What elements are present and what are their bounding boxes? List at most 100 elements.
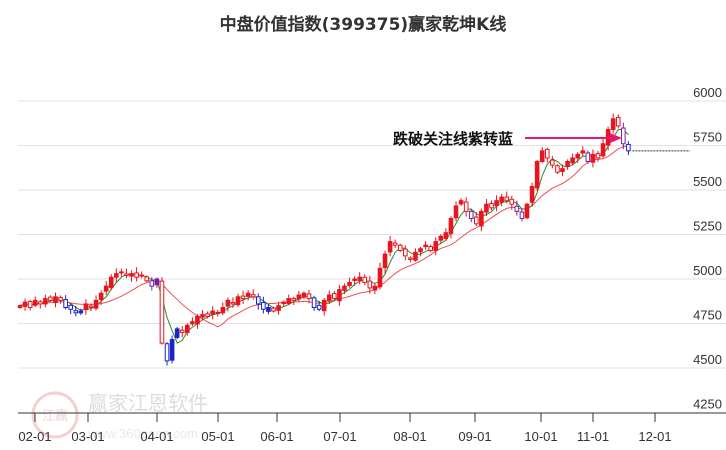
candle-body (37, 301, 43, 305)
candle-body (367, 280, 373, 289)
candle-body (590, 153, 596, 163)
candle (48, 295, 53, 303)
candle (362, 274, 368, 286)
candle-body (291, 298, 297, 301)
candle (352, 276, 357, 286)
candle (210, 306, 215, 320)
candle (296, 290, 302, 303)
candle-body (524, 203, 530, 219)
candle-body (48, 296, 53, 301)
candle (382, 250, 388, 274)
watermark-seal-text: 江赢 (42, 408, 68, 424)
candle (139, 271, 144, 279)
x-tick-label: 05-01 (201, 429, 234, 444)
candle-body (114, 273, 119, 278)
candle (570, 153, 575, 165)
x-tick-label: 04-01 (140, 429, 173, 444)
candle (124, 268, 129, 279)
chart-title: 中盘价值指数(399375)赢家乾坤K线 (219, 15, 507, 35)
candle (337, 284, 342, 306)
candle (509, 195, 515, 210)
candle (195, 314, 200, 329)
candle-body (585, 152, 591, 163)
candle-body (68, 304, 74, 310)
candle (88, 303, 94, 312)
candle-body (413, 251, 418, 261)
candle-body (154, 278, 160, 286)
x-tick-label: 09-01 (458, 429, 491, 444)
candle-body (220, 306, 226, 314)
candle-body (83, 303, 89, 311)
candle-body (504, 196, 510, 202)
candle (428, 244, 433, 253)
candle (271, 306, 276, 313)
candle (103, 280, 109, 296)
candle (250, 289, 256, 300)
candle (626, 141, 631, 155)
candle-body (494, 200, 499, 207)
candle-body (362, 276, 368, 284)
candle (489, 200, 494, 211)
candle (347, 277, 352, 288)
candle (585, 150, 591, 164)
candle-body (281, 301, 286, 305)
candle-body (519, 211, 525, 219)
candle-body (484, 203, 489, 213)
candle (332, 291, 337, 301)
candle-body (27, 300, 33, 308)
candle-body (124, 273, 129, 276)
candle (63, 295, 68, 310)
candle-body (235, 296, 241, 306)
candle (408, 256, 413, 263)
candle (119, 268, 124, 277)
candle-body (245, 292, 251, 297)
candle-body (468, 210, 474, 219)
candle-body (448, 217, 454, 234)
candle-body (595, 153, 601, 159)
candle-body (174, 328, 180, 338)
candle-body (458, 200, 464, 205)
candle (499, 193, 504, 207)
candle-body (382, 253, 388, 269)
candle (286, 294, 292, 306)
candle-body (63, 299, 68, 308)
y-tick-label: 4750 (693, 308, 722, 323)
candle (255, 293, 261, 310)
annotation-label: 跌破关注线紫转蓝 (393, 130, 513, 148)
candle-body (615, 116, 621, 127)
candle (93, 295, 99, 311)
x-tick-label: 08-01 (393, 429, 426, 444)
candle-body (377, 267, 383, 288)
candle-body (428, 246, 433, 252)
candle-body (205, 313, 210, 317)
watermark: 江赢 赢家江恩软件 www.360gann.com (31, 391, 208, 441)
candle (519, 208, 525, 222)
candle (68, 303, 74, 315)
candle-body (230, 301, 236, 305)
candle (387, 235, 393, 257)
candle-body (433, 241, 439, 252)
candle (58, 295, 63, 304)
y-tick-label: 4250 (693, 397, 722, 412)
candle (306, 289, 312, 304)
x-tick-label: 12-01 (638, 429, 671, 444)
candle (159, 277, 165, 345)
candle-body (266, 306, 271, 312)
candle-body (134, 272, 139, 278)
candle-body (103, 285, 109, 292)
candle-body (600, 143, 606, 157)
candle-body (250, 294, 256, 298)
candle (550, 156, 555, 169)
candle (443, 228, 449, 241)
candle-body (626, 143, 631, 152)
candle (600, 138, 606, 159)
candle-body (352, 278, 357, 281)
candle-body (215, 311, 221, 314)
candle-body (185, 324, 190, 333)
candle (433, 237, 439, 256)
candle-body (271, 307, 276, 312)
candle (17, 304, 23, 309)
candle (179, 325, 185, 338)
candle-body (403, 248, 408, 257)
